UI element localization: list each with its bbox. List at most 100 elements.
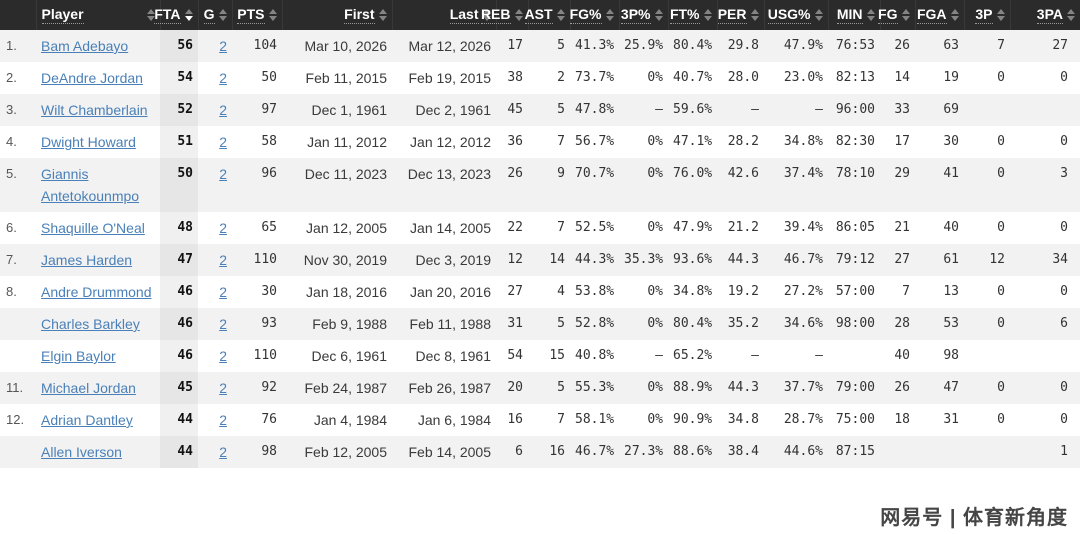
sort-desc-icon[interactable] <box>378 16 387 21</box>
sort-arrows[interactable] <box>146 9 155 21</box>
games-link[interactable]: 2 <box>219 444 227 460</box>
sort-asc-icon[interactable] <box>146 9 155 14</box>
sort-asc-icon[interactable] <box>654 9 663 14</box>
sort-asc-icon[interactable] <box>866 9 875 14</box>
sort-desc-icon[interactable] <box>950 16 959 21</box>
games-link[interactable]: 2 <box>219 380 227 396</box>
header-fga[interactable]: FGA <box>914 0 964 30</box>
sort-arrows[interactable] <box>556 9 565 21</box>
player-link[interactable]: Andre Drummond <box>41 284 152 300</box>
sort-arrows[interactable] <box>514 9 523 21</box>
sort-arrows[interactable] <box>654 9 663 21</box>
sort-asc-icon[interactable] <box>750 9 759 14</box>
player-link[interactable]: James Harden <box>41 252 133 268</box>
sort-asc-icon[interactable] <box>1067 9 1075 14</box>
sort-arrows[interactable] <box>703 9 712 21</box>
header-fga-label: FGA <box>916 6 947 24</box>
sort-desc-icon[interactable] <box>901 16 910 21</box>
sort-desc-icon[interactable] <box>996 16 1005 21</box>
sort-arrows[interactable] <box>950 9 959 21</box>
player-link[interactable]: Charles Barkley <box>41 316 140 332</box>
games-link[interactable]: 2 <box>219 220 227 236</box>
sort-desc-icon[interactable] <box>184 16 193 21</box>
sort-arrows[interactable] <box>866 9 875 21</box>
sort-arrows[interactable] <box>996 9 1005 21</box>
sort-arrows[interactable] <box>750 9 759 21</box>
sort-asc-icon[interactable] <box>218 9 227 14</box>
header-g[interactable]: G <box>197 0 232 30</box>
header-3p[interactable]: 3P <box>963 0 1010 30</box>
header-per[interactable]: PER <box>716 0 764 30</box>
sort-desc-icon[interactable] <box>654 16 663 21</box>
games-link[interactable]: 2 <box>219 102 227 118</box>
player-link[interactable]: Dwight Howard <box>41 134 136 150</box>
sort-asc-icon[interactable] <box>996 9 1005 14</box>
header-ast[interactable]: AST <box>524 0 570 30</box>
sort-arrows[interactable] <box>814 9 823 21</box>
player-link[interactable]: Adrian Dantley <box>41 412 133 428</box>
games-link[interactable]: 2 <box>219 348 227 364</box>
sort-desc-icon[interactable] <box>482 16 491 21</box>
sort-desc-icon[interactable] <box>146 16 155 21</box>
sort-asc-icon[interactable] <box>950 9 959 14</box>
sort-arrows[interactable] <box>378 9 387 21</box>
player-link[interactable]: DeAndre Jordan <box>41 70 143 86</box>
player-link[interactable]: Allen Iverson <box>41 444 122 460</box>
sort-arrows[interactable] <box>901 9 910 21</box>
header-player[interactable]: Player <box>35 0 160 30</box>
header-first[interactable]: First <box>281 0 392 30</box>
games-link[interactable]: 2 <box>219 316 227 332</box>
sort-desc-icon[interactable] <box>605 16 614 21</box>
player-link[interactable]: Shaquille O'Neal <box>41 220 145 236</box>
sort-desc-icon[interactable] <box>218 16 227 21</box>
player-link[interactable]: Giannis Antetokounmpo <box>41 166 140 204</box>
player-link[interactable]: Bam Adebayo <box>41 38 129 54</box>
games-link[interactable]: 2 <box>219 252 227 268</box>
first-date-cell: Nov 30, 2019 <box>303 252 387 268</box>
sort-asc-icon[interactable] <box>268 9 277 14</box>
header-last[interactable]: Last <box>391 0 496 30</box>
player-link[interactable]: Michael Jordan <box>41 380 136 396</box>
games-link[interactable]: 2 <box>219 412 227 428</box>
games-link[interactable]: 2 <box>219 70 227 86</box>
sort-desc-icon[interactable] <box>814 16 823 21</box>
sort-asc-icon[interactable] <box>814 9 823 14</box>
sort-asc-icon[interactable] <box>514 9 523 14</box>
sort-arrows[interactable] <box>268 9 277 21</box>
header-reb[interactable]: REB <box>480 0 528 30</box>
sort-desc-icon[interactable] <box>268 16 277 21</box>
header-min[interactable]: MIN <box>827 0 880 30</box>
sort-asc-icon[interactable] <box>378 9 387 14</box>
sort-desc-icon[interactable] <box>1067 16 1075 21</box>
sort-arrows[interactable] <box>1067 9 1075 21</box>
header-3p-pct[interactable]: 3P% <box>618 0 668 30</box>
player-link[interactable]: Elgin Baylor <box>41 348 116 364</box>
sort-arrows[interactable] <box>184 9 193 21</box>
sort-desc-icon[interactable] <box>866 16 875 21</box>
sort-asc-icon[interactable] <box>605 9 614 14</box>
games-link[interactable]: 2 <box>219 166 227 182</box>
sort-arrows[interactable] <box>482 9 491 21</box>
sort-asc-icon[interactable] <box>703 9 712 14</box>
games-link[interactable]: 2 <box>219 284 227 300</box>
header-fta[interactable]: FTA <box>154 0 198 30</box>
sort-asc-icon[interactable] <box>556 9 565 14</box>
sort-desc-icon[interactable] <box>556 16 565 21</box>
sort-asc-icon[interactable] <box>482 9 491 14</box>
sort-arrows[interactable] <box>218 9 227 21</box>
sort-desc-icon[interactable] <box>750 16 759 21</box>
games-link[interactable]: 2 <box>219 134 227 150</box>
sort-asc-icon[interactable] <box>901 9 910 14</box>
header-3pa[interactable]: 3PA <box>1009 0 1080 30</box>
sort-desc-icon[interactable] <box>514 16 523 21</box>
sort-arrows[interactable] <box>605 9 614 21</box>
header-pts[interactable]: PTS <box>231 0 282 30</box>
games-link[interactable]: 2 <box>219 38 227 54</box>
sort-asc-icon[interactable] <box>184 9 193 14</box>
header-usg-pct[interactable]: USG% <box>763 0 828 30</box>
header-fg-pct[interactable]: FG% <box>569 0 619 30</box>
header-ft-pct[interactable]: FT% <box>667 0 717 30</box>
player-link[interactable]: Wilt Chamberlain <box>41 102 148 118</box>
header-fg[interactable]: FG <box>878 0 915 30</box>
sort-desc-icon[interactable] <box>703 16 712 21</box>
